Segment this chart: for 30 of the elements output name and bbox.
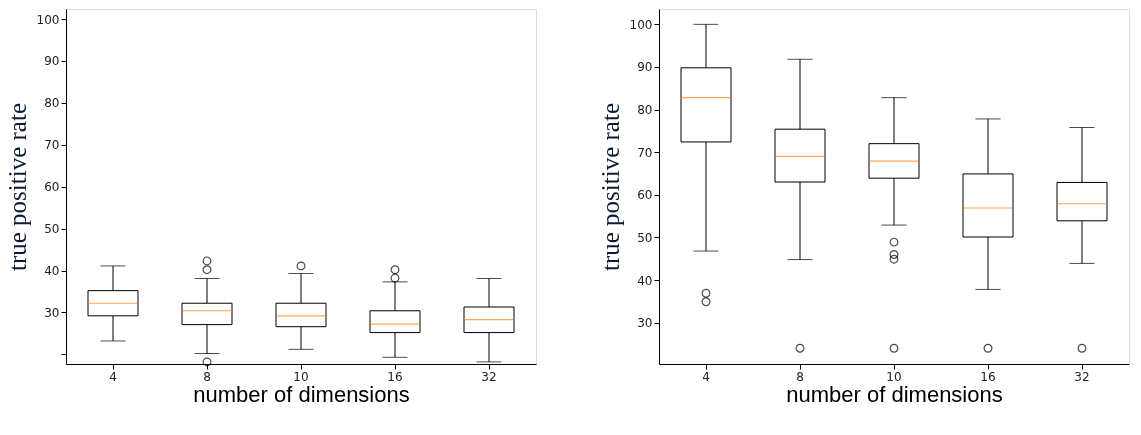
y-tick-label: 40 [44,264,60,279]
x-axis-title: number of dimensions [786,381,1003,407]
y-tick-label: 30 [44,305,60,320]
x-tick-label: 16 [980,369,996,384]
x-tick-label: 8 [796,369,804,384]
x-tick-label: 32 [1074,369,1090,384]
y-tick-label: 50 [44,222,60,237]
y-tick-label: 60 [44,180,60,195]
x-tick-label: 16 [387,369,403,384]
y-tick-label: 100 [36,12,60,27]
x-tick-label: 4 [702,369,710,384]
y-tick-label: 70 [44,138,60,153]
x-tick-label: 10 [886,369,902,384]
x-axis-title: number of dimensions [193,381,410,407]
x-tick-label: 32 [481,369,497,384]
x-tick-label: 8 [203,369,211,384]
y-tick-label: 90 [637,60,653,75]
y-tick-label: 30 [637,316,653,331]
y-tick-label: 60 [637,188,653,203]
y-tick-label: 70 [637,145,653,160]
y-tick-label: 90 [44,54,60,69]
y-tick-label: 80 [637,103,653,118]
y-axis-title: true positive rate [3,103,31,271]
y-tick-label: 80 [44,96,60,111]
y-axis-title: true positive rate [596,103,624,271]
y-tick-label: 40 [637,273,653,288]
x-tick-label: 4 [109,369,117,384]
y-tick-label: 100 [629,17,653,32]
x-tick-label: 10 [293,369,309,384]
y-tick-label: 50 [637,230,653,245]
